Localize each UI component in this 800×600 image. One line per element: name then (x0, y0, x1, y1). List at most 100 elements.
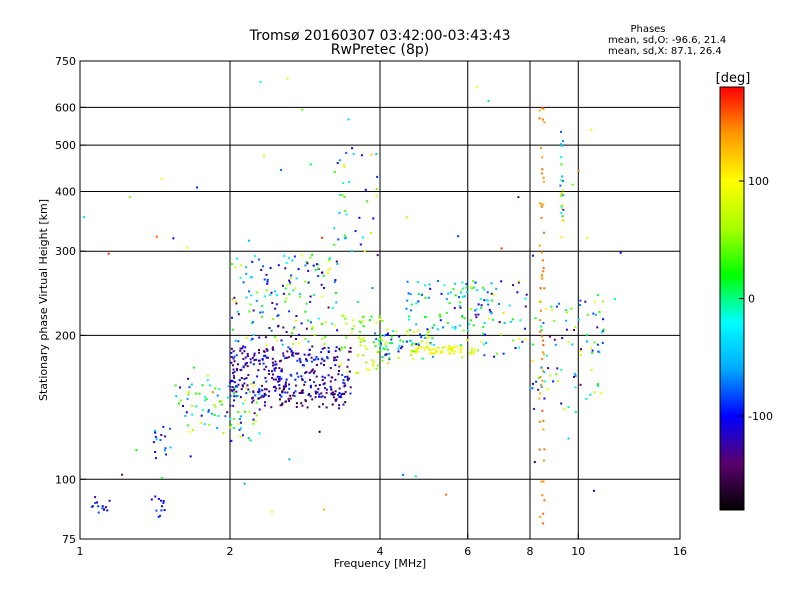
data-point (232, 328, 235, 331)
data-point (533, 461, 536, 463)
data-point (299, 295, 301, 298)
data-point (280, 377, 283, 380)
data-point (540, 309, 542, 312)
data-point (258, 362, 261, 365)
data-point (321, 337, 324, 340)
data-point (261, 304, 264, 307)
data-point (474, 309, 477, 312)
data-point (229, 394, 232, 397)
data-point (560, 236, 563, 239)
data-point (186, 424, 189, 427)
data-point (470, 347, 473, 350)
data-point (326, 357, 329, 360)
data-point (565, 311, 568, 314)
data-point (263, 394, 266, 397)
data-point (543, 371, 546, 374)
data-point (447, 345, 450, 348)
data-point (233, 392, 236, 395)
data-point (454, 282, 457, 285)
data-point (538, 397, 541, 400)
data-point (537, 388, 540, 391)
data-point (239, 421, 242, 424)
data-point (185, 411, 188, 414)
y-axis-label: Stationary phase Virtual Height [km] (37, 199, 50, 401)
data-point (253, 384, 256, 387)
data-point (345, 151, 348, 154)
data-point (284, 381, 287, 384)
data-point (159, 514, 162, 517)
data-point (327, 306, 330, 309)
data-point (230, 423, 233, 426)
data-point (545, 307, 547, 310)
data-point (397, 356, 400, 359)
data-point (565, 309, 568, 312)
data-point (219, 400, 222, 403)
data-point (358, 320, 361, 323)
data-point (460, 348, 463, 351)
data-point (344, 384, 347, 387)
data-point (155, 509, 158, 512)
data-point (421, 340, 423, 343)
data-point (415, 351, 418, 354)
colorbar-tick-label: 100 (748, 175, 769, 188)
data-point (344, 346, 346, 349)
data-point (543, 448, 546, 451)
data-point (321, 236, 324, 239)
data-point (571, 183, 574, 186)
data-point (379, 318, 381, 321)
data-point (420, 336, 423, 339)
data-point (237, 363, 239, 366)
data-point (153, 429, 156, 432)
data-point (329, 367, 332, 369)
data-point (346, 370, 349, 373)
data-point (321, 347, 324, 350)
data-point (311, 326, 314, 328)
data-point (172, 237, 175, 240)
data-point (301, 379, 304, 381)
data-point (213, 414, 216, 416)
data-point (476, 289, 479, 292)
data-point (278, 375, 281, 378)
data-point (268, 390, 271, 393)
data-point (381, 320, 384, 322)
data-point (560, 143, 563, 146)
y-tick-label: 100 (55, 473, 76, 486)
data-point (245, 386, 248, 389)
data-point (301, 364, 304, 367)
grid-lines (80, 61, 680, 539)
data-point (198, 392, 201, 395)
data-point (249, 358, 252, 361)
data-point (539, 202, 542, 205)
data-point (339, 194, 342, 197)
data-point (338, 159, 341, 162)
data-point (329, 385, 332, 388)
data-point (304, 372, 307, 374)
data-point (562, 194, 565, 197)
data-point (240, 264, 243, 267)
data-point (281, 284, 284, 287)
data-point (295, 406, 298, 408)
data-point (108, 499, 111, 502)
data-point (450, 346, 452, 349)
data-point (324, 387, 326, 390)
data-point (230, 352, 233, 354)
data-point (241, 352, 244, 355)
data-point (314, 392, 317, 395)
data-point (370, 231, 372, 234)
data-point (488, 317, 491, 320)
data-point (601, 331, 603, 334)
data-point (301, 391, 304, 394)
data-point (459, 306, 462, 309)
data-point (276, 339, 279, 342)
data-point (454, 294, 457, 297)
data-point (262, 265, 265, 268)
data-point (235, 354, 238, 357)
data-point (288, 310, 291, 313)
data-point (474, 281, 477, 284)
data-point (327, 346, 330, 349)
data-point (190, 383, 193, 386)
data-point (242, 365, 245, 368)
data-point (590, 128, 593, 131)
data-point (460, 346, 463, 348)
data-point (262, 355, 265, 357)
